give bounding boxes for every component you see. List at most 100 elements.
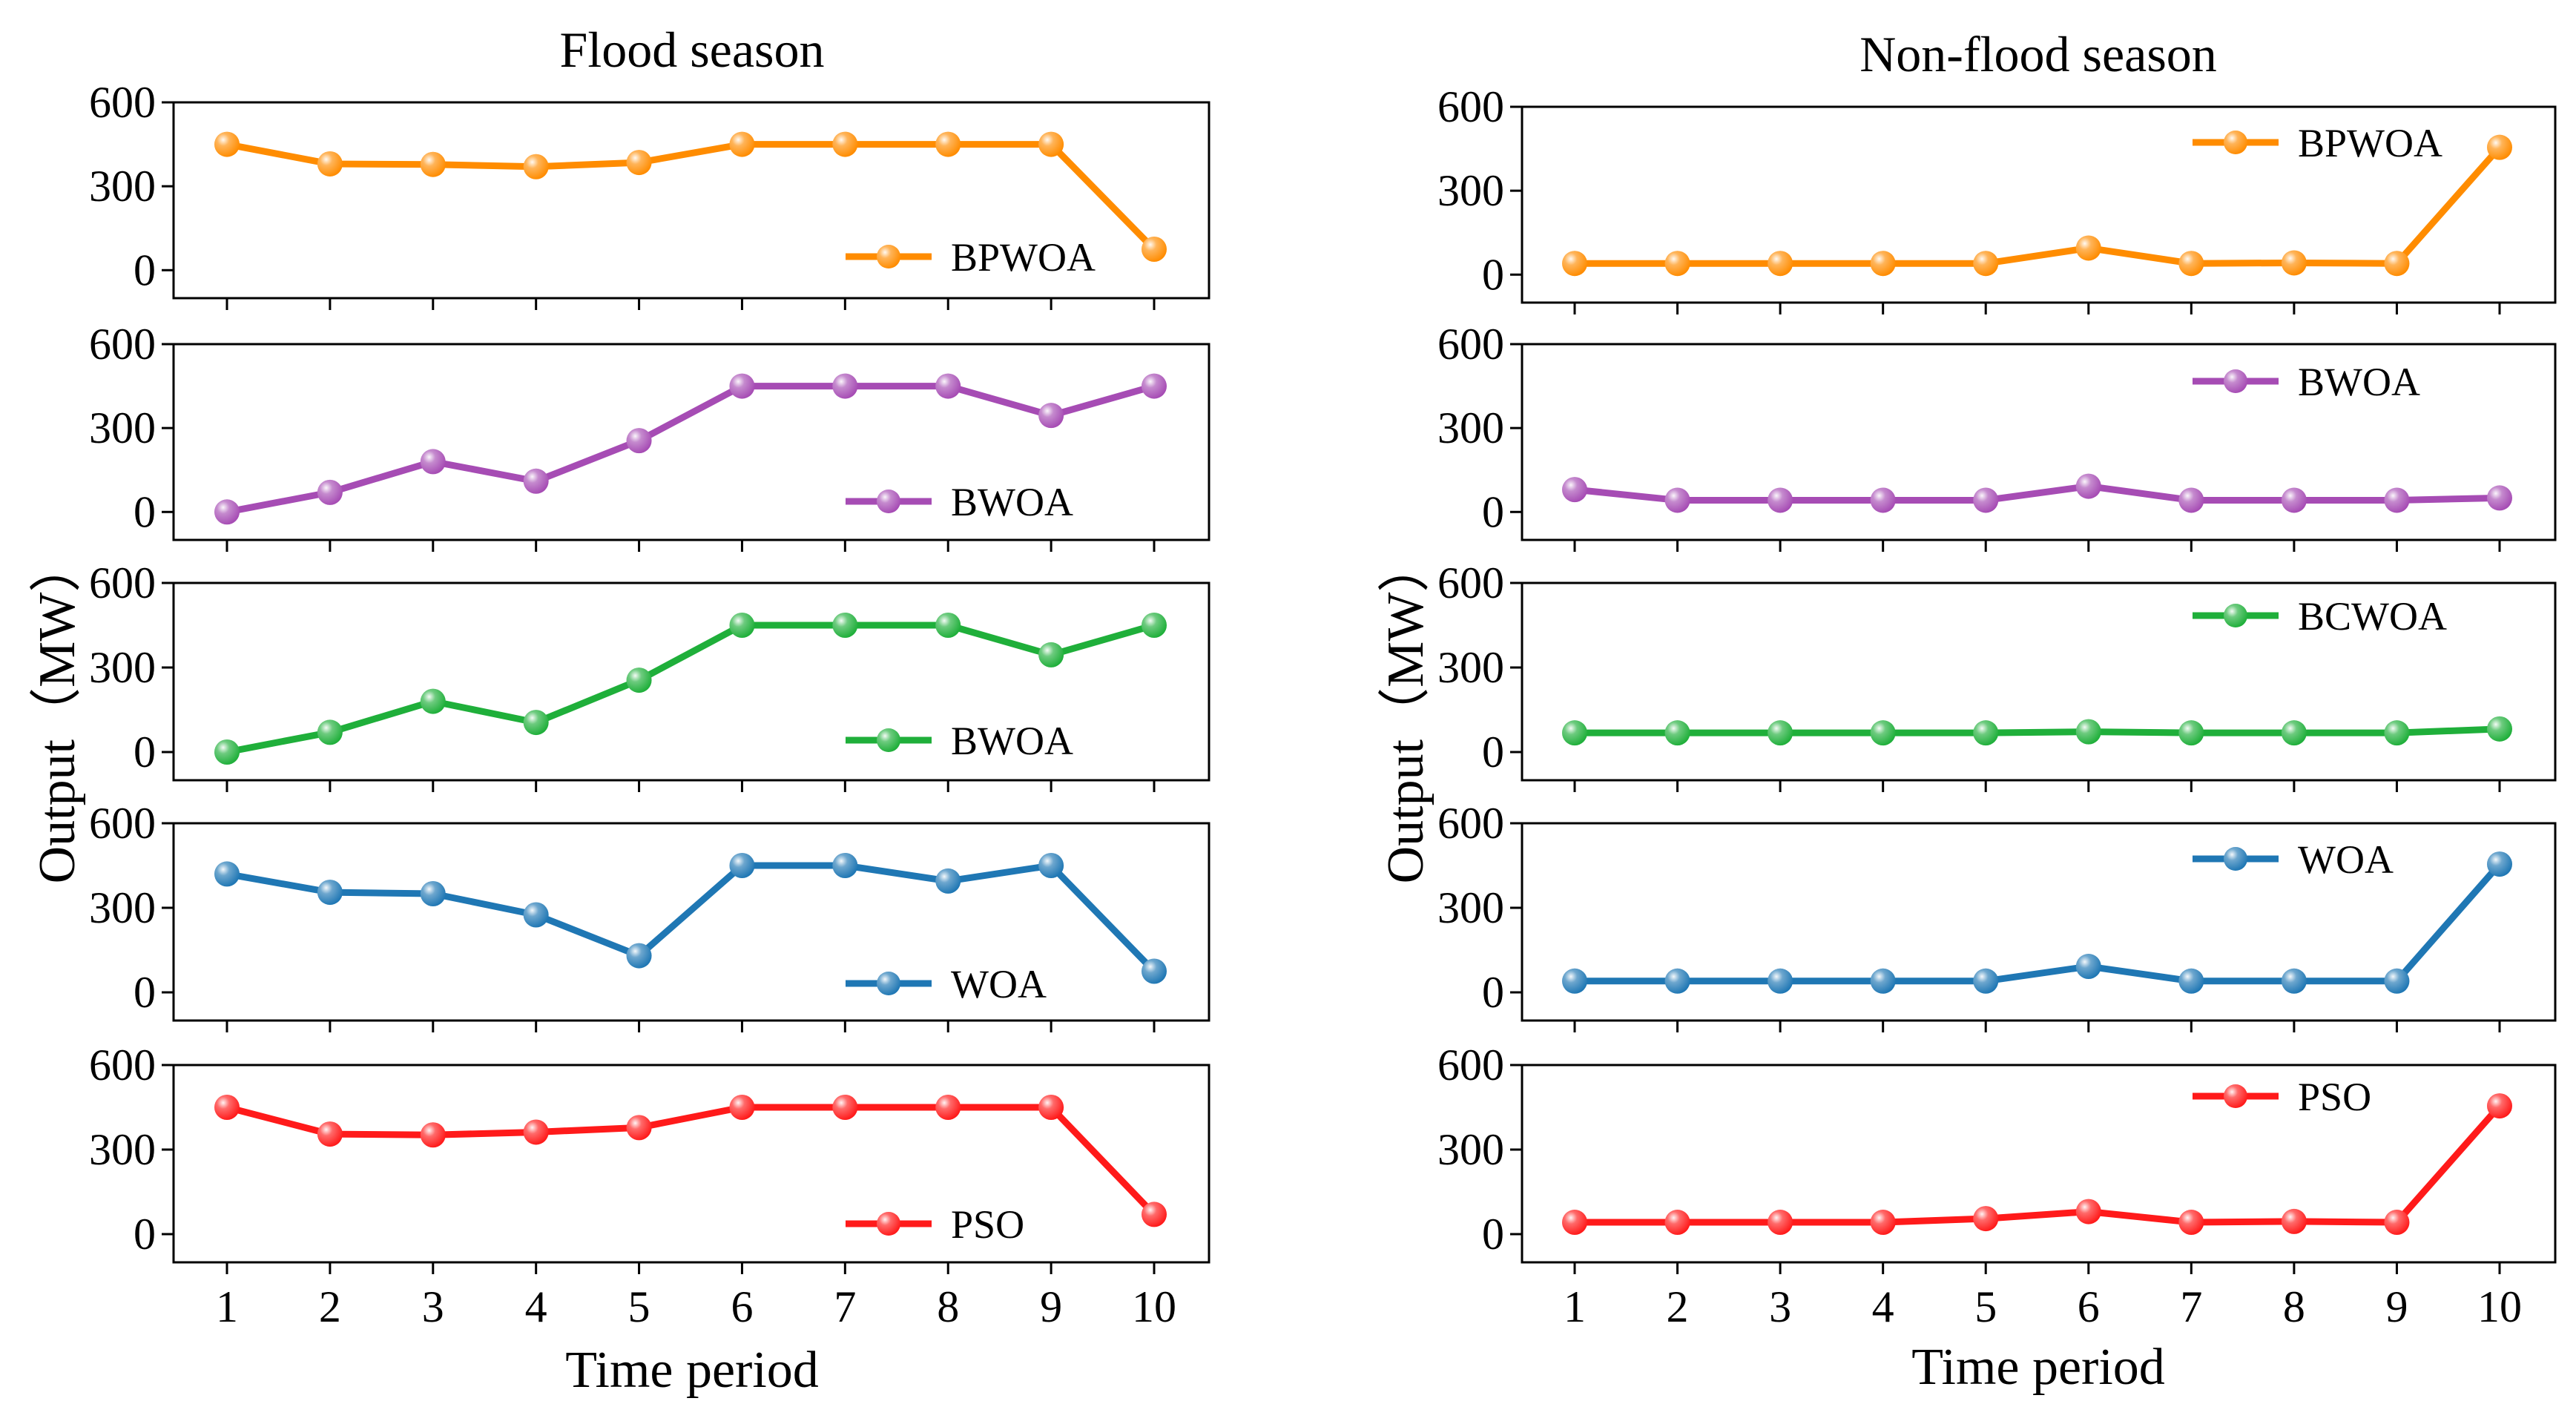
- x-tick-label: 4: [525, 1282, 547, 1331]
- legend-label: BCWOA: [2298, 594, 2447, 639]
- data-point-shine: [935, 131, 961, 157]
- data-point-shine: [1973, 1206, 1999, 1232]
- data-point-shine: [729, 373, 755, 399]
- y-tick-label: 600: [89, 1041, 156, 1090]
- non-flood-season-xlabel: Time period: [1911, 1339, 2165, 1396]
- data-point-shine: [1562, 720, 1587, 746]
- data-point-shine: [832, 131, 858, 157]
- series-line: [1574, 483, 2500, 504]
- legend-swatch-shine: [877, 728, 900, 752]
- data-point-shine: [626, 428, 652, 454]
- data-point-shine: [1038, 403, 1064, 429]
- data-point-shine: [1038, 1095, 1064, 1120]
- data-point-shine: [214, 861, 240, 887]
- data-point-shine: [1142, 237, 1167, 262]
- data-point-shine: [214, 1095, 240, 1120]
- panel-1-3: 0 300 600 WOA: [1437, 799, 2557, 1032]
- data-point-shine: [1664, 487, 1690, 513]
- series-line: [226, 622, 1156, 756]
- data-point-shine: [1038, 131, 1064, 157]
- data-point-shine: [1973, 251, 1999, 277]
- legend: WOA: [846, 962, 1047, 1006]
- data-point-shine: [1870, 1210, 1896, 1236]
- data-point-shine: [2178, 1210, 2204, 1236]
- y-tick-label: 300: [89, 162, 156, 211]
- data-point-shine: [2178, 968, 2204, 994]
- y-tick-label: 600: [1437, 1041, 1504, 1090]
- flood-season-xlabel: Time period: [565, 1342, 819, 1399]
- x-tick-label: 6: [2078, 1282, 2100, 1331]
- data-point-shine: [1664, 720, 1690, 746]
- legend-swatch-shine: [2224, 369, 2247, 393]
- data-point-shine: [2487, 1093, 2512, 1119]
- y-tick-label: 600: [1437, 320, 1504, 369]
- panel-1-4: 0 300 600 1 2 3 4 5 6 7 8 9 10 PSO: [1437, 1041, 2557, 1331]
- legend-swatch-shine: [2224, 847, 2247, 871]
- data-point-shine: [2384, 720, 2410, 746]
- panel-frame: [172, 101, 1210, 300]
- data-point-shine: [2384, 487, 2410, 513]
- data-point-shine: [420, 688, 446, 714]
- data-point-shine: [2075, 719, 2101, 745]
- data-point-shine: [1973, 720, 1999, 746]
- x-tick-label: 2: [319, 1282, 341, 1331]
- data-point-shine: [317, 151, 343, 177]
- data-point-shine: [523, 154, 549, 179]
- data-point-shine: [2384, 968, 2410, 994]
- data-point-shine: [1870, 487, 1896, 513]
- data-point-shine: [317, 880, 343, 906]
- data-point-shine: [1142, 373, 1167, 399]
- legend: WOA: [2193, 837, 2394, 882]
- legend-swatch-shine: [877, 972, 900, 995]
- panel-1-2: 0 300 600 BCWOA: [1437, 558, 2557, 792]
- data-point-shine: [317, 479, 343, 505]
- data-point-shine: [1870, 968, 1896, 994]
- legend-label: BWOA: [951, 719, 1073, 763]
- data-point-shine: [1768, 720, 1793, 746]
- panel-0-4: 0 300 600 1 2 3 4 5 6 7 8 9 10 PSO: [89, 1041, 1210, 1331]
- legend: BPWOA: [846, 235, 1096, 280]
- x-tick-label: 8: [937, 1282, 959, 1331]
- data-point-shine: [1562, 251, 1587, 277]
- x-tick-label: 5: [628, 1282, 650, 1331]
- x-tick-label: 7: [2180, 1282, 2202, 1331]
- y-tick-label: 300: [1437, 883, 1504, 932]
- data-point-shine: [935, 868, 961, 894]
- y-tick-label: 600: [1437, 799, 1504, 848]
- data-point-shine: [729, 1095, 755, 1120]
- data-point-shine: [832, 373, 858, 399]
- x-tick-label: 6: [731, 1282, 753, 1331]
- data-point-shine: [2281, 720, 2307, 746]
- data-point-shine: [2487, 851, 2512, 877]
- data-point-shine: [626, 1115, 652, 1141]
- y-tick-label: 0: [1482, 487, 1504, 536]
- data-point-shine: [523, 710, 549, 736]
- data-point-shine: [2384, 1210, 2410, 1236]
- x-tick-label: 8: [2283, 1282, 2305, 1331]
- data-point-shine: [729, 853, 755, 878]
- flood-season-title: Flood season: [560, 22, 825, 78]
- panel-0-0: 0 300 600 BPWOA: [89, 78, 1210, 310]
- x-tick-label: 2: [1667, 1282, 1689, 1331]
- legend-label: BPWOA: [951, 235, 1096, 280]
- data-point-shine: [1870, 720, 1896, 746]
- data-point-shine: [2178, 251, 2204, 277]
- data-point-shine: [523, 1119, 549, 1145]
- legend-label: BWOA: [951, 480, 1073, 524]
- data-point-shine: [2178, 720, 2204, 746]
- data-point-shine: [2075, 1199, 2101, 1224]
- data-point-shine: [626, 668, 652, 693]
- y-tick-label: 0: [134, 245, 156, 294]
- data-point-shine: [523, 468, 549, 494]
- panel-frame: [1521, 581, 2557, 782]
- data-point-shine: [317, 719, 343, 745]
- y-tick-label: 0: [134, 1210, 156, 1259]
- panel-0-1: 0 300 600 BWOA: [89, 320, 1210, 552]
- legend-label: PSO: [2298, 1075, 2371, 1119]
- x-tick-label: 1: [1564, 1282, 1586, 1331]
- legend-label: BPWOA: [2298, 121, 2442, 165]
- y-tick-label: 0: [134, 487, 156, 536]
- panel-0-3: 0 300 600 WOA: [89, 799, 1210, 1032]
- data-point-shine: [420, 881, 446, 906]
- x-tick-label: 9: [1040, 1282, 1062, 1331]
